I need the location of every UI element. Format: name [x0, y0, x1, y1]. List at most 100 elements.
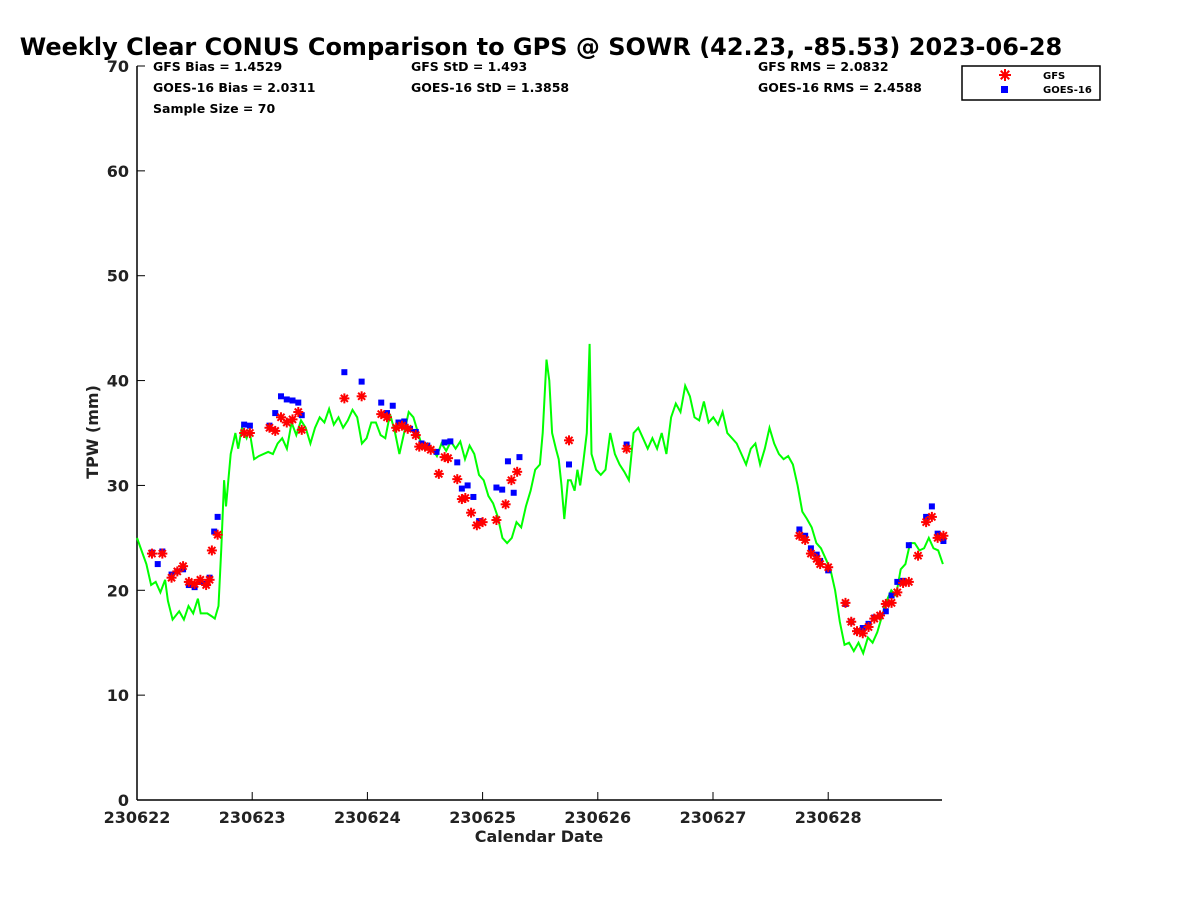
gfs-point	[410, 430, 421, 441]
gfs-point	[846, 616, 857, 627]
gfs-point	[433, 468, 444, 479]
gfs-point	[913, 550, 924, 561]
goes16-point	[441, 439, 448, 446]
goes16-point	[389, 402, 396, 409]
gfs-point	[794, 530, 805, 541]
goes16-point	[923, 513, 930, 520]
goes16-point	[341, 369, 348, 376]
goes16-point	[894, 578, 901, 585]
gfs-point	[452, 474, 463, 485]
goes16-point	[454, 459, 461, 466]
goes16-point	[289, 397, 296, 404]
goes16-point	[433, 448, 440, 455]
goes16-point	[504, 458, 511, 465]
goes16-point	[807, 545, 814, 552]
goes16-point	[510, 489, 517, 496]
x-tick-label: 230626	[564, 808, 631, 827]
gfs-point	[506, 475, 517, 486]
gfs-point	[926, 511, 937, 522]
goes16-point	[928, 503, 935, 510]
gfs-point	[840, 597, 851, 608]
gfs-point	[244, 428, 255, 438]
gfs-point	[201, 580, 212, 591]
stat-goes-std: GOES-16 StD = 1.3858	[411, 80, 569, 95]
gfs-point	[157, 548, 168, 559]
goes16-point	[278, 393, 284, 400]
gfs-point	[512, 466, 523, 477]
stat-gfs-bias: GFS Bias = 1.4529	[153, 59, 282, 74]
stat-gfs-std: GFS StD = 1.493	[411, 59, 527, 74]
gfs-point	[800, 534, 811, 545]
gfs-point	[815, 559, 826, 570]
goes16-point	[272, 410, 279, 417]
goes16-point	[940, 538, 947, 545]
gfs-point	[875, 610, 886, 621]
y-tick-label: 10	[107, 686, 129, 705]
goes16-point	[401, 418, 408, 425]
gfs-point	[195, 574, 206, 585]
gfs-point	[339, 393, 350, 404]
gfs-point	[166, 572, 177, 583]
goes16-point	[516, 454, 523, 461]
goes16-point	[246, 422, 253, 429]
y-tick-label: 50	[107, 267, 129, 286]
gfs-point	[287, 414, 298, 425]
goes16-point	[499, 486, 506, 493]
y-tick-label: 30	[107, 476, 129, 495]
goes16-point	[464, 482, 471, 489]
gfs-point	[892, 587, 903, 598]
legend-gfs-label: GFS	[1043, 71, 1065, 82]
stat-goes-rms: GOES-16 RMS = 2.4588	[758, 80, 922, 95]
gfs-point	[466, 507, 477, 518]
gfs-point	[189, 578, 200, 589]
goes16-point	[447, 438, 454, 445]
gfs-point	[425, 444, 436, 455]
goes16-point	[888, 592, 895, 599]
goes16-point	[859, 625, 866, 632]
plot-area: 0 10 20 30 40 50 60 70 230622 230623 230624 230625 2…	[104, 57, 949, 827]
gfs-point	[460, 493, 471, 504]
gfs-point	[811, 553, 822, 564]
goes16-point	[566, 461, 572, 468]
goes16-point	[458, 485, 465, 492]
gfs-point	[356, 391, 367, 402]
x-tick-label: 230625	[449, 808, 516, 827]
gfs-point	[381, 412, 392, 423]
goes16-point	[470, 493, 477, 500]
y-tick-label: 20	[107, 581, 129, 600]
goes16-point	[154, 561, 161, 568]
x-tick-label: 230623	[219, 808, 286, 827]
gfs-point	[823, 562, 834, 573]
gfs-point	[204, 574, 215, 585]
x-tick-label: 230627	[680, 808, 747, 827]
goes16-point	[905, 542, 912, 549]
gfs-point	[500, 499, 511, 510]
goes16-point	[358, 378, 365, 385]
legend-goes-label: GOES-16	[1043, 85, 1092, 96]
legend-gfs-star	[999, 69, 1011, 81]
gfs-point	[178, 561, 189, 572]
x-tick-label: 230624	[334, 808, 401, 827]
gfs-point	[146, 548, 157, 559]
gfs-point	[402, 423, 413, 434]
gfs-point	[443, 453, 454, 464]
y-tick-label: 40	[107, 372, 129, 391]
gfs-point	[564, 435, 574, 446]
goes16-point	[882, 608, 889, 615]
legend-box	[961, 65, 1101, 101]
x-tick-label: 230628	[795, 808, 862, 827]
gfs-point	[491, 515, 502, 526]
goes16-point	[378, 399, 385, 406]
x-tick-label: 230622	[104, 808, 171, 827]
goes16-point	[241, 421, 248, 428]
stat-goes-bias: GOES-16 Bias = 2.0311	[153, 80, 315, 95]
legend: GFS GOES-16	[961, 65, 1101, 101]
gfs-point	[293, 407, 304, 418]
gfs-point	[938, 530, 949, 541]
gfs-point	[477, 517, 488, 528]
goes16-point	[295, 399, 302, 406]
gfs-point	[296, 424, 307, 435]
chart-title: Weekly Clear CONUS Comparison to GPS @ S…	[20, 33, 1063, 61]
gfs-point	[621, 443, 632, 454]
